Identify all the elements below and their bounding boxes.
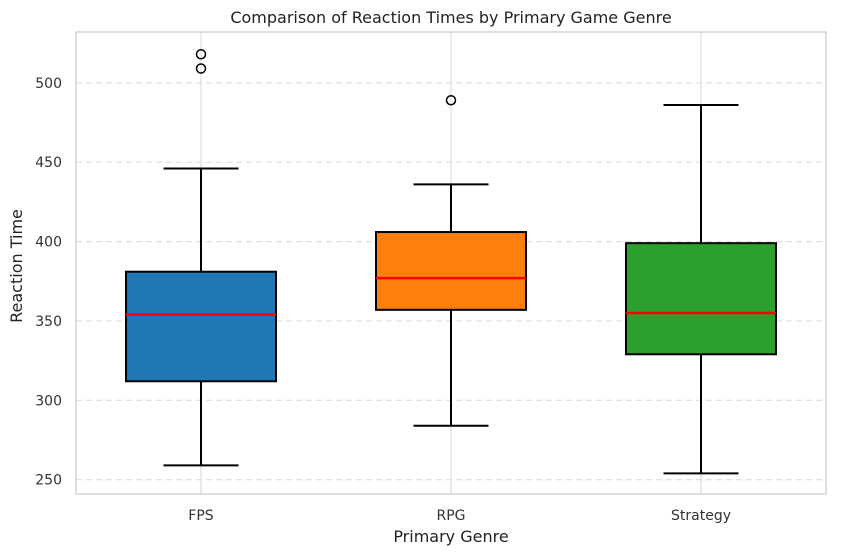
y-tick-label: 350 <box>35 314 62 330</box>
y-tick-label: 300 <box>35 393 62 409</box>
y-tick-label: 500 <box>35 76 62 92</box>
y-axis: 250 300 350 400 450 500 <box>35 76 62 489</box>
chart-title: Comparison of Reaction Times by Primary … <box>230 8 671 27</box>
y-tick-label: 250 <box>35 473 62 489</box>
box-group-fps <box>125 48 277 467</box>
y-tick-label: 400 <box>35 235 62 251</box>
box-group-strategy <box>625 104 777 475</box>
box-layer <box>125 48 777 475</box>
iqr-box <box>125 270 277 383</box>
x-axis: FPS RPG Strategy <box>188 508 731 524</box>
iqr-box <box>375 231 527 311</box>
outlier-point <box>445 95 457 106</box>
iqr-box <box>625 242 777 356</box>
y-tick-label: 450 <box>35 155 62 171</box>
x-axis-title: Primary Genre <box>393 527 508 546</box>
plot-frame <box>75 31 827 495</box>
x-tick-label: Strategy <box>671 508 731 524</box>
x-tick-label: FPS <box>188 508 213 524</box>
outlier-point <box>195 63 207 74</box>
box-group-rpg <box>375 95 527 427</box>
outlier-point <box>195 48 207 60</box>
x-tick-label: RPG <box>436 508 465 524</box>
y-axis-title: Reaction Time <box>7 209 26 323</box>
